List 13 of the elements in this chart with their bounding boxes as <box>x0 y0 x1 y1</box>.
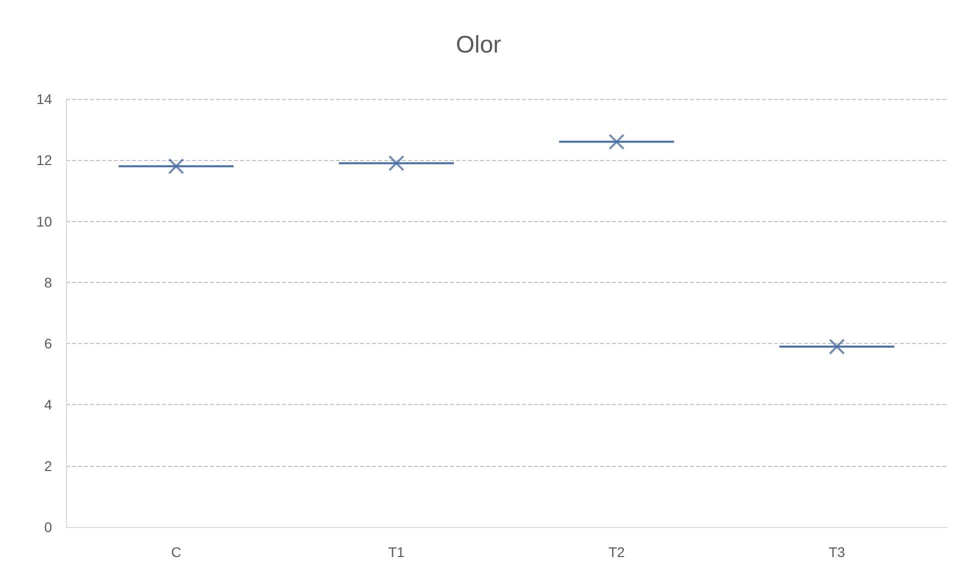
x-tick-label: T1 <box>388 544 405 560</box>
y-tick-label: 6 <box>44 336 52 352</box>
y-tick-label: 0 <box>44 519 52 535</box>
y-tick-label: 2 <box>44 458 52 474</box>
y-tick-label: 12 <box>36 152 52 168</box>
y-tick-label: 8 <box>44 274 52 290</box>
y-tick-label: 14 <box>36 91 52 107</box>
chart-title: Olor <box>456 32 502 58</box>
x-tick-label: T2 <box>608 544 626 560</box>
y-tick-label: 10 <box>36 213 52 230</box>
y-tick-label: 4 <box>44 396 52 413</box>
x-tick-label: C <box>171 544 182 560</box>
x-tick-label: T3 <box>828 544 846 560</box>
